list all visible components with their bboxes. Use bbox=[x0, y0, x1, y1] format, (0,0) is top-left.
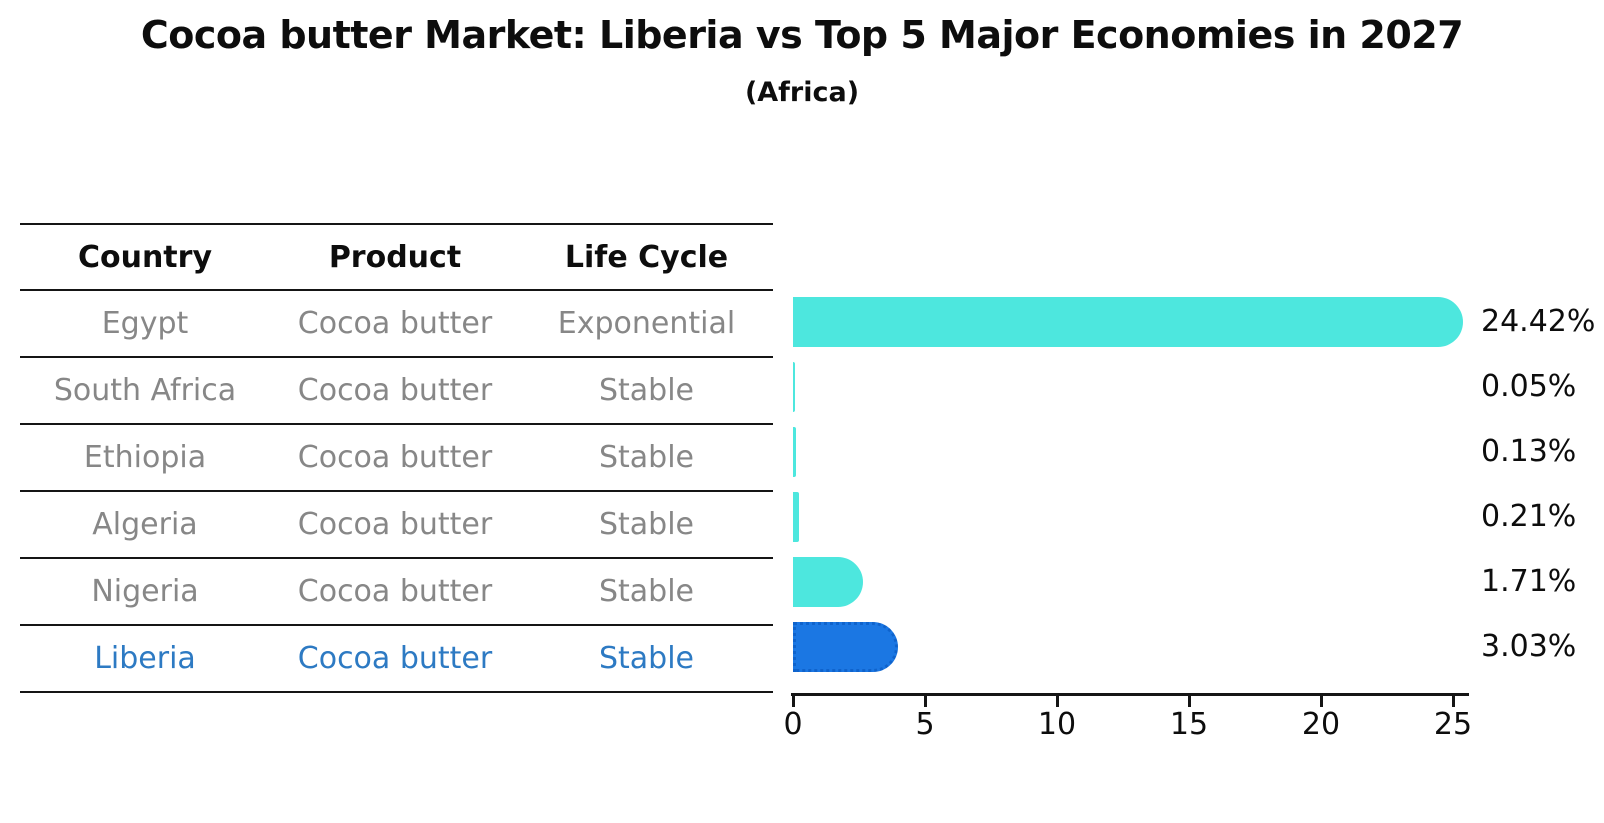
table-cell-product-nigeria: Cocoa butter bbox=[297, 574, 493, 609]
x-axis-tick-label-15: 15 bbox=[1169, 707, 1209, 742]
table-header-country: Country bbox=[77, 239, 213, 275]
x-axis-tick-label-10: 10 bbox=[1037, 707, 1077, 742]
x-axis-tick-20 bbox=[1319, 696, 1323, 707]
x-axis-line bbox=[791, 693, 1469, 696]
value-label-liberia: 3.03% bbox=[1481, 628, 1577, 664]
x-axis-tick-10 bbox=[1055, 696, 1059, 707]
value-label-ethiopia: 0.13% bbox=[1481, 433, 1577, 469]
table-cell-life_cycle-egypt: Exponential bbox=[557, 306, 736, 341]
table-body: Egypt Cocoa butter Exponential South Africa… bbox=[20, 291, 773, 693]
x-axis-tick-5 bbox=[923, 696, 927, 707]
table-cell-product-south-africa: Cocoa butter bbox=[297, 373, 493, 408]
x-axis-tick-label-25: 25 bbox=[1433, 707, 1473, 742]
x-axis-tick-label-20: 20 bbox=[1301, 707, 1341, 742]
chart-title: Cocoa butter Market: Liberia vs Top 5 Ma… bbox=[140, 13, 1464, 57]
bar-egypt bbox=[793, 296, 1463, 347]
table-cell-life_cycle-algeria: Stable bbox=[598, 507, 695, 542]
x-axis-tick-25 bbox=[1451, 696, 1455, 707]
value-label-nigeria: 1.71% bbox=[1481, 563, 1577, 599]
x-axis-tick-15 bbox=[1187, 696, 1191, 707]
table-cell-country-egypt: Egypt bbox=[101, 306, 189, 341]
bar-south-africa bbox=[793, 361, 795, 412]
table-cell-life_cycle-ethiopia: Stable bbox=[598, 440, 695, 475]
chart-subtitle: (Africa) bbox=[744, 77, 860, 108]
table-cell-product-ethiopia: Cocoa butter bbox=[297, 440, 493, 475]
table-cell-country-south-africa: South Africa bbox=[53, 373, 237, 408]
table-row-algeria: Algeria Cocoa butter Stable bbox=[20, 492, 773, 559]
table-header-row: Country Product Life Cycle bbox=[20, 225, 773, 291]
x-axis-tick-label-0: 0 bbox=[783, 707, 803, 742]
table-cell-product-algeria: Cocoa butter bbox=[297, 507, 493, 542]
bar-ethiopia bbox=[793, 426, 796, 477]
table-cell-country-liberia: Liberia bbox=[94, 641, 196, 676]
bar-algeria bbox=[793, 491, 799, 542]
value-label-egypt: 24.42% bbox=[1481, 303, 1596, 339]
table-row-ethiopia: Ethiopia Cocoa butter Stable bbox=[20, 425, 773, 492]
bar-liberia bbox=[793, 621, 898, 672]
x-axis-tick-0 bbox=[791, 696, 795, 707]
x-axis-tick-label-5: 5 bbox=[915, 707, 935, 742]
table-cell-product-liberia: Cocoa butter bbox=[297, 641, 493, 676]
table-cell-country-ethiopia: Ethiopia bbox=[83, 440, 207, 475]
table-header-life-cycle: Life Cycle bbox=[564, 239, 729, 275]
value-label-south-africa: 0.05% bbox=[1481, 368, 1577, 404]
table-cell-product-egypt: Cocoa butter bbox=[297, 306, 493, 341]
table-row-nigeria: Nigeria Cocoa butter Stable bbox=[20, 559, 773, 626]
table-row-liberia: Liberia Cocoa butter Stable bbox=[20, 626, 773, 693]
table-cell-country-nigeria: Nigeria bbox=[91, 574, 199, 609]
bar-nigeria bbox=[793, 556, 863, 607]
table-row-egypt: Egypt Cocoa butter Exponential bbox=[20, 291, 773, 358]
table-cell-country-algeria: Algeria bbox=[92, 507, 198, 542]
table-cell-life_cycle-liberia: Stable bbox=[598, 641, 695, 676]
table-header-product: Product bbox=[328, 239, 462, 275]
table-cell-life_cycle-nigeria: Stable bbox=[598, 574, 695, 609]
value-label-algeria: 0.21% bbox=[1481, 498, 1577, 534]
table-row-south-africa: South Africa Cocoa butter Stable bbox=[20, 358, 773, 425]
data-table: Country Product Life Cycle Egypt Cocoa butt… bbox=[20, 223, 773, 693]
table-cell-life_cycle-south-africa: Stable bbox=[598, 373, 695, 408]
